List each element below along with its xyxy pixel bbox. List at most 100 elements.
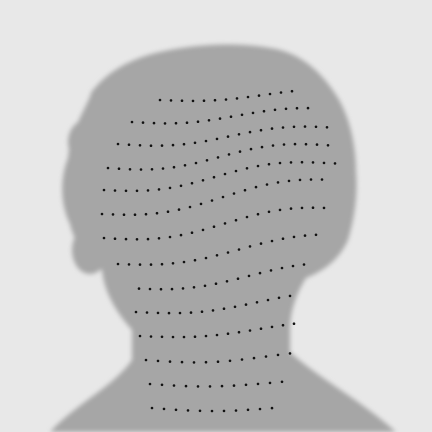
- contour-dot: [148, 382, 152, 386]
- contour-dot: [182, 142, 186, 146]
- contour-dot: [222, 307, 226, 311]
- contour-dot: [292, 125, 296, 129]
- contour-dot: [222, 409, 226, 413]
- contour-dot: [171, 262, 175, 265]
- contour-dot: [150, 168, 154, 171]
- contour-dot: [256, 212, 260, 216]
- contour-dot: [243, 188, 247, 192]
- contour-dot: [127, 263, 131, 266]
- contour-dot: [179, 184, 183, 188]
- contour-dot: [185, 121, 189, 124]
- contour-dot: [102, 188, 106, 192]
- contour-dot: [174, 121, 178, 125]
- contour-dot: [150, 406, 154, 410]
- contour-dot: [210, 199, 214, 202]
- contour-dot: [257, 94, 261, 97]
- contour-dot: [146, 189, 150, 192]
- contour-dot: [193, 258, 197, 262]
- contour-dot: [149, 144, 153, 147]
- contour-dot: [228, 359, 232, 363]
- contour-dot: [256, 382, 260, 386]
- contour-dot: [322, 206, 326, 210]
- contour-dot: [160, 144, 164, 147]
- contour-dot: [264, 355, 268, 358]
- contour-dot: [237, 248, 241, 251]
- contour-dot: [245, 167, 249, 170]
- contour-dot: [145, 311, 149, 314]
- contour-dot: [262, 109, 266, 113]
- contour-dot: [160, 383, 164, 387]
- contour-dot: [311, 161, 315, 164]
- contour-dot: [234, 218, 238, 222]
- contour-dot: [201, 179, 205, 182]
- contour-dot: [303, 234, 307, 237]
- contour-dot: [276, 353, 280, 357]
- contour-dot: [292, 322, 296, 326]
- contour-dot: [234, 409, 238, 412]
- contour-dot: [193, 335, 197, 339]
- contour-dot: [270, 406, 274, 410]
- contour-dot: [144, 358, 148, 362]
- contour-dot: [210, 409, 214, 413]
- contour-dot: [138, 263, 142, 266]
- contour-dot: [134, 310, 138, 314]
- contour-dot: [247, 274, 251, 278]
- contour-dot: [302, 263, 306, 266]
- contour-dot: [265, 183, 269, 186]
- contour-dot: [203, 284, 207, 288]
- contour-dot: [166, 210, 170, 213]
- contour-dot: [168, 186, 172, 190]
- contour-dot: [278, 208, 282, 212]
- contour-dot: [282, 143, 286, 146]
- contour-dot: [223, 172, 227, 176]
- contour-dot: [249, 147, 253, 151]
- contour-dot: [233, 305, 237, 309]
- contour-dot: [146, 237, 150, 241]
- contour-dot: [171, 143, 175, 147]
- contour-dot: [306, 106, 310, 110]
- contour-dot: [280, 380, 284, 384]
- contour-dot: [102, 236, 106, 240]
- contour-dot: [248, 245, 252, 248]
- contour-dot: [213, 98, 217, 102]
- contour-dot: [212, 225, 216, 228]
- contour-dot: [267, 162, 271, 166]
- contour-dot: [256, 164, 260, 168]
- contour-dot: [128, 168, 132, 171]
- contour-dot: [315, 143, 319, 146]
- contour-dot: [293, 142, 297, 146]
- contour-dot: [159, 287, 163, 291]
- contour-dot: [139, 168, 143, 171]
- contour-dot: [314, 233, 318, 237]
- contour-dot: [138, 334, 142, 338]
- contour-dot: [190, 181, 194, 185]
- contour-dot: [171, 335, 175, 339]
- contour-dot: [188, 205, 192, 209]
- contour-dot: [290, 89, 294, 93]
- contour-dot: [177, 208, 181, 211]
- contour-dot: [130, 120, 134, 124]
- contour-dot: [180, 360, 184, 364]
- contour-dot: [193, 141, 197, 145]
- contour-dot: [260, 145, 264, 149]
- contour-dot: [215, 254, 219, 257]
- contour-dot: [238, 150, 242, 153]
- contour-dot: [215, 333, 219, 337]
- contour-dot: [106, 166, 110, 170]
- contour-dot: [208, 385, 212, 388]
- contour-dot: [190, 231, 194, 234]
- contour-dot: [291, 264, 295, 268]
- contour-dot: [167, 311, 171, 315]
- contour-dot: [179, 233, 183, 237]
- contour-dot: [216, 156, 220, 159]
- contour-dot: [214, 282, 218, 286]
- contour-dot: [113, 189, 117, 192]
- contour-dot: [186, 409, 190, 412]
- contour-dot: [224, 98, 228, 101]
- contour-dot: [276, 181, 280, 184]
- contour-dot: [221, 195, 225, 199]
- contour-dot: [178, 311, 182, 315]
- contour-dot: [289, 161, 293, 164]
- contour-dot: [226, 135, 230, 138]
- contour-dot: [227, 153, 231, 156]
